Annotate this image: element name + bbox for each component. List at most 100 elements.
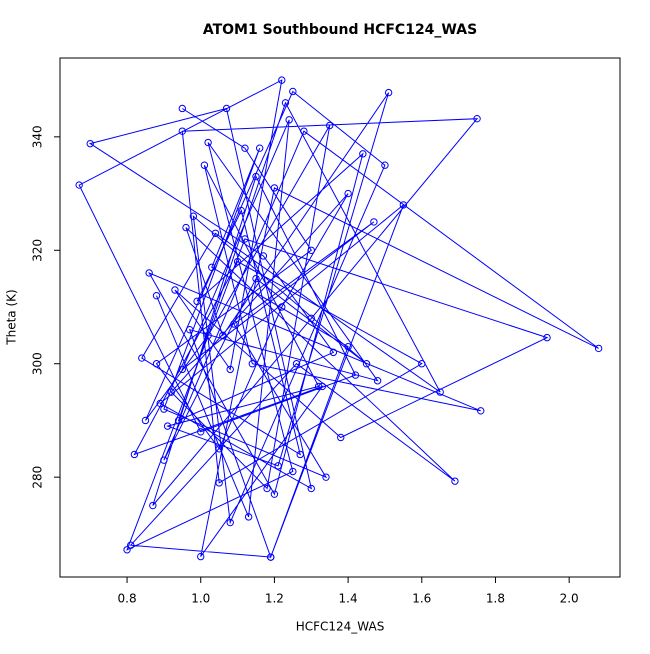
point: [289, 87, 297, 96]
series-line: [78, 79, 599, 559]
point: [289, 467, 297, 476]
point: [359, 150, 367, 158]
y-axis-label: Theta (K): [5, 289, 19, 345]
point: [174, 416, 183, 425]
point: [278, 303, 286, 311]
point: [123, 546, 131, 554]
point: [197, 428, 205, 436]
point: [381, 161, 389, 169]
y-tick-label: 340: [31, 125, 45, 148]
point: [252, 172, 260, 181]
point: [244, 513, 253, 521]
point: [543, 333, 551, 342]
x-tick-label: 1.8: [486, 592, 505, 606]
point: [255, 144, 264, 152]
x-tick-label: 1.2: [265, 592, 284, 606]
point: [141, 416, 150, 425]
point: [373, 377, 382, 385]
point: [267, 553, 275, 561]
point: [197, 552, 205, 561]
point: [241, 235, 249, 243]
point: [130, 450, 139, 459]
point: [270, 490, 279, 498]
point: [259, 252, 268, 260]
point: [189, 212, 198, 220]
x-tick-label: 1.4: [339, 592, 358, 606]
point: [86, 139, 94, 148]
point: [160, 456, 168, 464]
point: [215, 479, 223, 487]
point: [145, 269, 153, 277]
point: [370, 218, 378, 226]
point: [300, 127, 308, 135]
point: [193, 297, 201, 306]
point: [274, 462, 282, 470]
x-axis-label: HCFC124_WAS: [296, 620, 385, 634]
point: [351, 371, 360, 379]
point: [307, 314, 315, 323]
point: [296, 450, 304, 459]
point: [208, 263, 216, 272]
point: [226, 518, 234, 527]
point: [292, 360, 301, 368]
point: [362, 360, 371, 368]
y-tick-label: 300: [31, 352, 45, 375]
point: [399, 201, 408, 209]
point: [344, 189, 352, 198]
point: [436, 388, 444, 396]
plot-frame: [59, 57, 621, 578]
point: [230, 320, 238, 328]
point: [473, 114, 481, 123]
point: [171, 286, 179, 294]
point: [219, 331, 227, 340]
point: [329, 348, 338, 357]
point: [178, 127, 187, 135]
point: [211, 229, 220, 237]
point: [285, 116, 293, 124]
x-tick-label: 0.8: [118, 592, 137, 606]
point: [451, 477, 459, 485]
point: [314, 382, 323, 391]
point: [152, 360, 161, 368]
point: [322, 473, 330, 481]
point: [204, 331, 212, 340]
x-tick-label: 1.6: [412, 592, 431, 606]
x-tick-label: 2.0: [560, 592, 579, 606]
point: [204, 138, 212, 147]
y-tick-label: 320: [31, 239, 45, 262]
point: [278, 76, 286, 84]
y-tick-label: 280: [31, 466, 45, 489]
point: [281, 99, 290, 107]
point: [163, 422, 172, 430]
point: [215, 445, 223, 453]
point: [200, 161, 209, 169]
point: [127, 541, 135, 549]
point: [182, 223, 190, 232]
point: [152, 291, 161, 300]
point: [138, 354, 146, 362]
point: [226, 365, 234, 374]
point: [252, 274, 260, 283]
point: [337, 433, 345, 442]
point: [149, 501, 157, 510]
point: [167, 388, 175, 396]
point: [418, 360, 426, 368]
point: [75, 181, 83, 189]
point: [185, 325, 194, 334]
point: [307, 246, 315, 254]
point: [178, 104, 187, 113]
point: [344, 343, 352, 351]
point: [248, 360, 257, 368]
point: [178, 365, 187, 374]
point: [384, 88, 393, 97]
point: [263, 484, 271, 493]
point: [325, 121, 334, 130]
x-tick-label: 1.0: [191, 592, 210, 606]
point: [237, 206, 245, 215]
point: [156, 399, 164, 408]
point: [160, 405, 168, 413]
point: [307, 484, 315, 493]
chart-title: ATOM1 Southbound HCFC124_WAS: [203, 22, 477, 38]
point: [233, 257, 242, 266]
